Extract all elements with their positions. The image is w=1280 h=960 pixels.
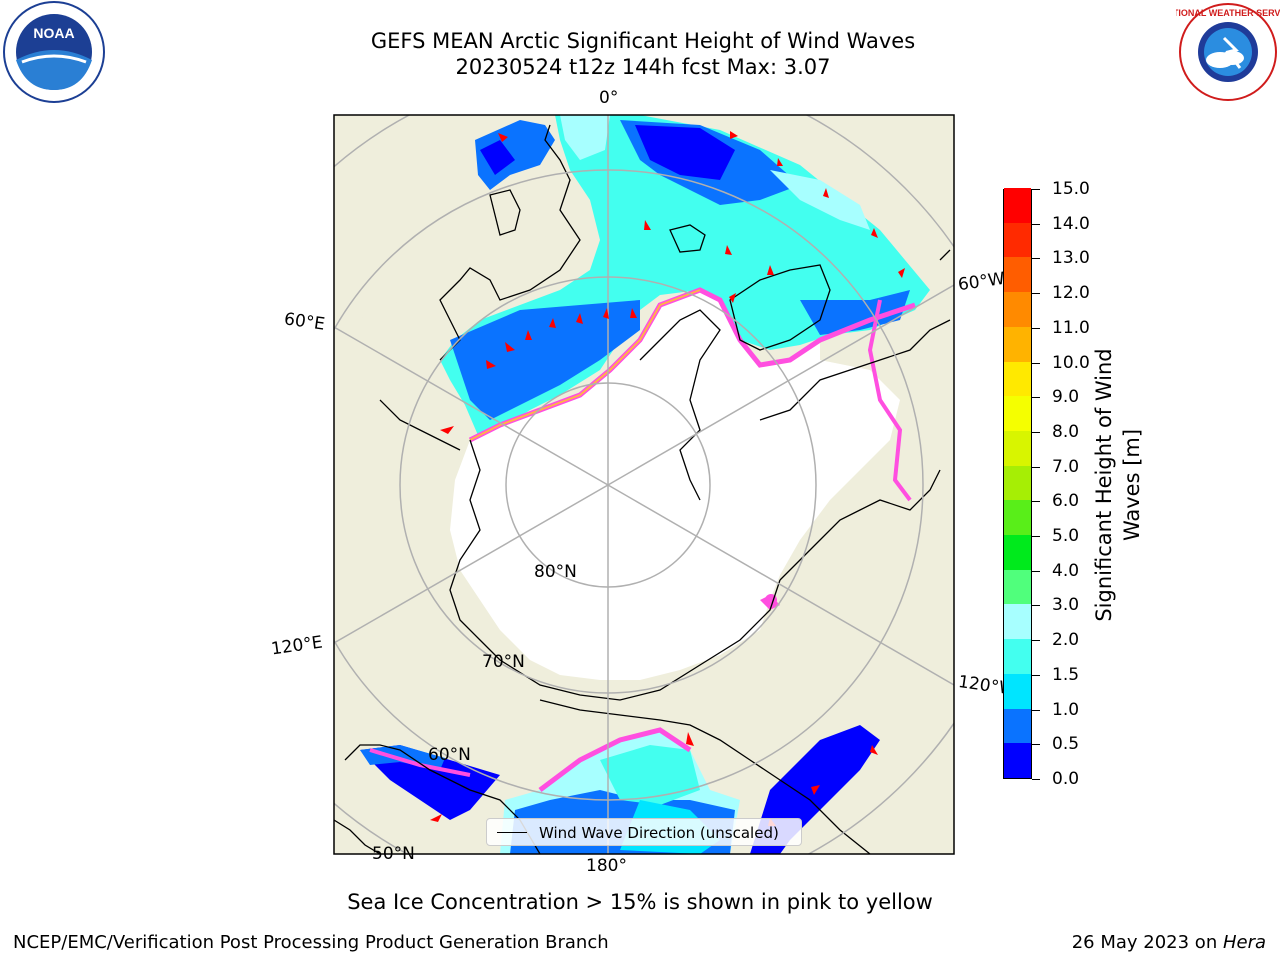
colorbar-segment [1004,708,1031,744]
colorbar-tick-label: 5.0 [1052,526,1080,547]
footer-credit: NCEP/EMC/Verification Post Processing Pr… [13,932,609,953]
lat-label-50n: 50°N [372,844,415,864]
colorbar-tick [1032,397,1040,399]
colorbar-tick-label: 10.0 [1052,352,1090,373]
coastlines [334,124,951,854]
lon-label-0: 0° [599,88,619,108]
colorbar-tick-label: 2.0 [1052,630,1080,651]
legend-line-icon [497,832,527,833]
colorbar-tick-label: 1.5 [1052,664,1080,685]
colorbar-tick [1032,223,1040,225]
colorbar-segment [1004,603,1031,640]
colorbar-tick [1032,744,1040,746]
colorbar-tick-label: 0.0 [1052,769,1080,789]
colorbar-segment [1004,569,1031,605]
colorbar-segment [1004,742,1031,778]
colorbar-title-line2: Waves [m] [1120,428,1144,542]
noaa-logo-icon: NOAA [3,1,105,103]
lon-label-180: 180° [586,856,627,876]
colorbar-segment [1004,534,1031,570]
lat-label-70n: 70°N [482,652,525,672]
colorbar-segment [1004,291,1031,327]
colorbar [1003,187,1032,779]
colorbar-tick [1032,189,1040,190]
chart-subtitle-forecast: 20230524 t12z 144h fcst Max: 3.07 [455,55,831,79]
wave-field-okhotsk [360,745,500,820]
colorbar-tick-label: 13.0 [1052,248,1090,269]
colorbar-tick [1032,640,1040,642]
colorbar-tick [1032,431,1040,433]
colorbar-tick-label: 15.0 [1052,179,1090,199]
colorbar-tick-label: 11.0 [1052,317,1090,338]
colorbar-title: Significant Height of Wind Waves [m] [1090,348,1146,621]
colorbar-tick-label: 12.0 [1052,283,1090,304]
colorbar-segment [1004,361,1031,397]
colorbar-tick-label: 3.0 [1052,595,1080,616]
nws-logo-text: NATIONAL WEATHER SERVICE [1176,8,1280,18]
nws-logo-icon: NATIONAL WEATHER SERVICE [1176,3,1280,101]
noaa-logo-text: NOAA [33,25,74,41]
sea-ice-arctic [450,290,820,680]
colorbar-tick [1032,501,1040,503]
colorbar-segment [1004,465,1031,501]
colorbar-segment [1004,430,1031,466]
colorbar-tick [1032,674,1040,676]
colorbar-segment [1004,326,1031,362]
colorbar-tick-label: 8.0 [1052,421,1080,442]
colorbar-segment [1004,222,1031,258]
colorbar-tick-label: 9.0 [1052,387,1080,408]
colorbar-tick-label: 1.0 [1052,699,1080,720]
footer-date-text: 26 May 2023 on [1071,932,1223,953]
colorbar-segment [1004,673,1031,709]
colorbar-tick-label: 4.0 [1052,560,1080,581]
legend-label: Wind Wave Direction (unscaled) [539,824,779,842]
colorbar-tick [1032,605,1040,607]
colorbar-tick-label: 6.0 [1052,491,1080,512]
graticule [334,115,954,854]
colorbar-tick [1032,362,1040,364]
colorbar-segment [1004,638,1031,674]
colorbar-tick [1032,327,1040,329]
footer-date: 26 May 2023 on Hera [1072,932,1266,953]
wave-direction-arrows [430,131,905,826]
meridian-120w [607,484,954,686]
colorbar-tick [1032,466,1040,468]
colorbar-segment [1004,499,1031,536]
map-frame [333,114,955,855]
colorbar-tick [1032,258,1040,260]
sea-ice-note: Sea Ice Concentration > 15% is shown in … [347,890,933,914]
meridian-60w [607,284,954,486]
colorbar-title-line1: Significant Height of Wind [1092,348,1116,622]
colorbar-tick [1032,536,1040,538]
colorbar-tick-label: 0.5 [1052,734,1080,755]
map-legend: Wind Wave Direction (unscaled) [486,818,802,846]
colorbar-tick-label: 14.0 [1052,213,1090,234]
colorbar-segment [1004,395,1031,431]
colorbar-tick [1032,570,1040,572]
chart-title: GEFS MEAN Arctic Significant Height of W… [370,29,916,53]
colorbar-segment [1004,187,1031,223]
colorbar-tick [1032,779,1040,780]
meridian-120e [334,484,609,644]
lat-label-80n: 80°N [534,562,577,582]
meridian-60e [334,326,609,486]
colorbar-segment [1004,256,1031,293]
colorbar-tick-label: 7.0 [1052,456,1080,477]
footer-machine: Hera [1222,932,1266,953]
colorbar-tick [1032,293,1040,295]
lat-label-60n: 60°N [428,745,471,765]
colorbar-tick [1032,709,1040,711]
